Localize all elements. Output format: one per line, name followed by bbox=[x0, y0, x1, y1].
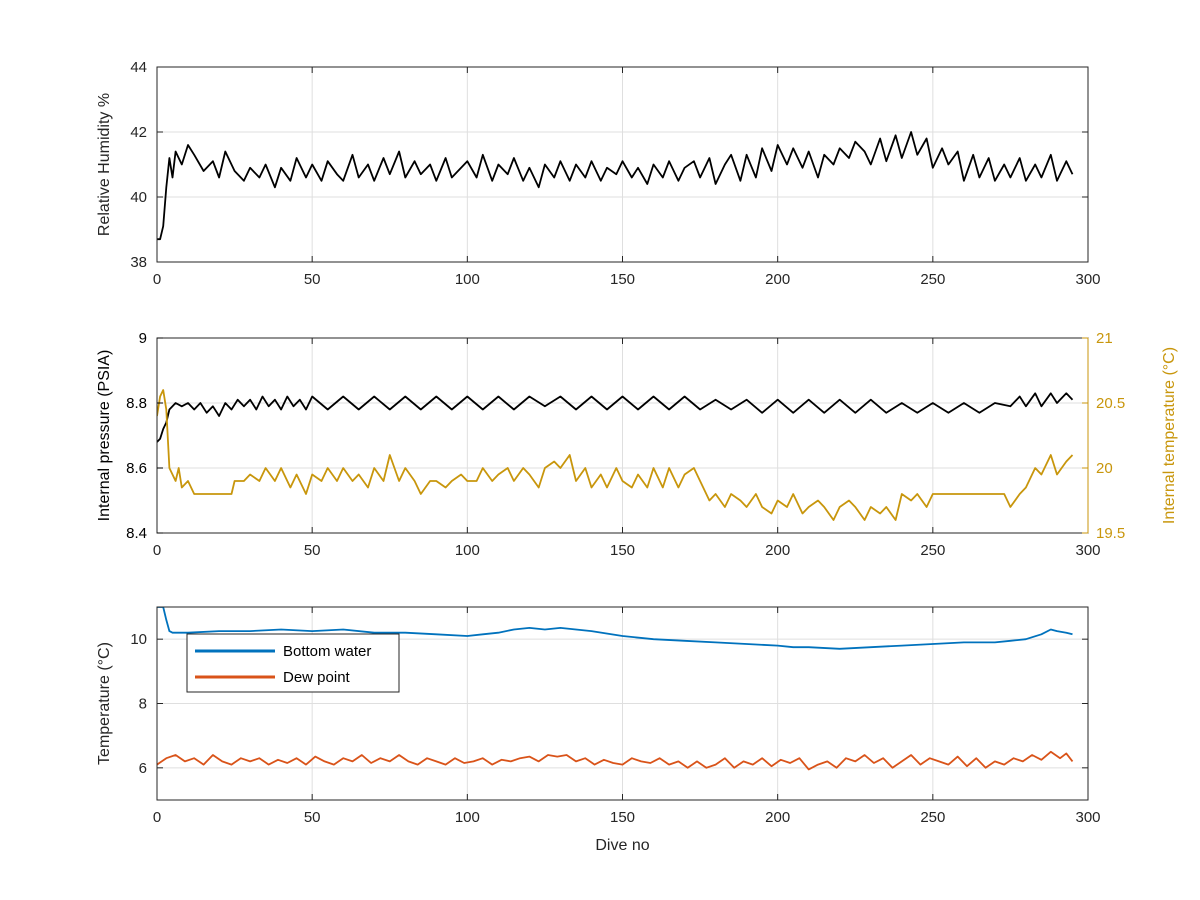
x-tick-label: 0 bbox=[153, 542, 161, 559]
y-tick-label: 8 bbox=[139, 696, 147, 713]
x-tick-label: 50 bbox=[304, 809, 321, 826]
y-tick-label: 8.8 bbox=[126, 395, 147, 412]
x-tick-label: 250 bbox=[920, 542, 945, 559]
x-tick-label: 50 bbox=[304, 542, 321, 559]
y-tick-label: 8.6 bbox=[126, 460, 147, 477]
x-tick-label: 100 bbox=[455, 271, 480, 288]
x-tick-label: 150 bbox=[610, 542, 635, 559]
y-axis-label: Relative Humidity % bbox=[96, 93, 113, 236]
x-tick-label: 250 bbox=[920, 809, 945, 826]
legend-entry-label: Bottom water bbox=[283, 643, 371, 660]
y-tick-label: 10 bbox=[130, 631, 147, 648]
y-tick-label: 38 bbox=[130, 254, 147, 271]
y2-tick-label: 20 bbox=[1096, 460, 1113, 477]
x-tick-label: 200 bbox=[765, 542, 790, 559]
x-tick-label: 300 bbox=[1075, 809, 1100, 826]
y-axis-label: Internal pressure (PSIA) bbox=[96, 350, 113, 522]
y2-axis-label: Internal temperature (°C) bbox=[1161, 347, 1178, 524]
subplot-1: 0 50 100 150 200 250 300 38 40 42 44 Relative Humid… bbox=[96, 59, 1101, 288]
y-tick-label: 8.4 bbox=[126, 525, 147, 542]
x-tick-label: 250 bbox=[920, 271, 945, 288]
x-tick-label: 200 bbox=[765, 271, 790, 288]
x-tick-label: 150 bbox=[610, 809, 635, 826]
x-tick-label: 150 bbox=[610, 271, 635, 288]
subplot-3: 0 50 100 150 200 250 300 6 8 10 Temperature (°C) Di… bbox=[96, 606, 1101, 854]
x-tick-label: 100 bbox=[455, 542, 480, 559]
legend-box bbox=[186, 633, 400, 693]
y-tick-label: 40 bbox=[130, 189, 147, 206]
y2-tick-label: 21 bbox=[1096, 330, 1113, 347]
x-tick-label: 300 bbox=[1075, 271, 1100, 288]
y2-tick-label: 20.5 bbox=[1096, 395, 1125, 412]
x-tick-label: 0 bbox=[153, 809, 161, 826]
series-line-left-axis bbox=[157, 392, 1074, 443]
y-tick-label: 9 bbox=[139, 330, 147, 347]
y-tick-label: 44 bbox=[130, 59, 147, 76]
series-line-dew-point bbox=[157, 750, 1074, 771]
x-tick-label: 300 bbox=[1075, 542, 1100, 559]
series-line-bottom-water bbox=[157, 607, 1073, 650]
legend: Bottom water Dew point bbox=[186, 633, 400, 693]
y-tick-label: 42 bbox=[130, 124, 147, 141]
legend-entry-label: Dew point bbox=[283, 669, 351, 686]
series-line-right-axis bbox=[157, 389, 1074, 521]
y2-tick-label: 19.5 bbox=[1096, 525, 1125, 542]
subplot-2: 0 50 100 150 200 250 300 8.4 8.6 8.8 9 19.5 20 20.5 21… bbox=[96, 330, 1178, 559]
x-tick-label: 0 bbox=[153, 271, 161, 288]
x-tick-label: 200 bbox=[765, 809, 790, 826]
series-line-left-axis bbox=[157, 131, 1074, 241]
x-tick-label: 100 bbox=[455, 809, 480, 826]
y-tick-label: 6 bbox=[139, 760, 147, 777]
x-tick-label: 50 bbox=[304, 271, 321, 288]
y-axis-label: Temperature (°C) bbox=[96, 642, 113, 765]
x-axis-label: Dive no bbox=[595, 837, 649, 854]
